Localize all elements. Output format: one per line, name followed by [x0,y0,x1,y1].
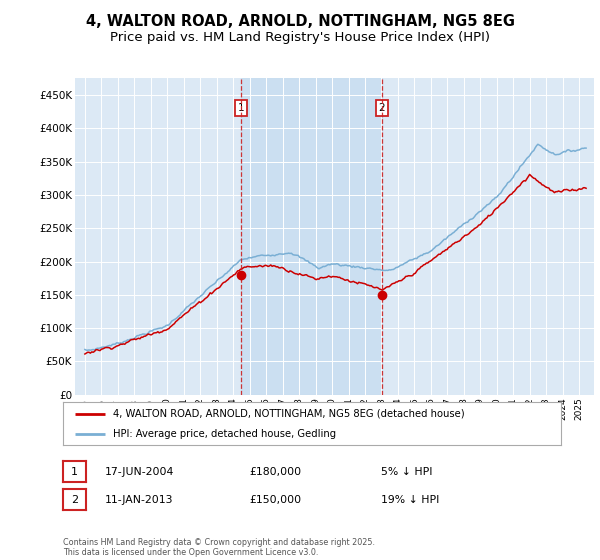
Text: 19% ↓ HPI: 19% ↓ HPI [381,494,439,505]
Text: 1: 1 [238,104,244,113]
Text: 2: 2 [71,494,78,505]
Text: £150,000: £150,000 [249,494,301,505]
Text: Price paid vs. HM Land Registry's House Price Index (HPI): Price paid vs. HM Land Registry's House … [110,31,490,44]
Text: Contains HM Land Registry data © Crown copyright and database right 2025.
This d: Contains HM Land Registry data © Crown c… [63,538,375,557]
Text: 4, WALTON ROAD, ARNOLD, NOTTINGHAM, NG5 8EG: 4, WALTON ROAD, ARNOLD, NOTTINGHAM, NG5 … [86,14,515,29]
Text: 5% ↓ HPI: 5% ↓ HPI [381,466,433,477]
Text: 11-JAN-2013: 11-JAN-2013 [105,494,173,505]
Text: 1: 1 [71,466,78,477]
Text: £180,000: £180,000 [249,466,301,477]
Bar [241,78,382,395]
Text: 4, WALTON ROAD, ARNOLD, NOTTINGHAM, NG5 8EG (detached house): 4, WALTON ROAD, ARNOLD, NOTTINGHAM, NG5 … [113,409,464,419]
Text: 2: 2 [379,104,385,113]
Text: HPI: Average price, detached house, Gedling: HPI: Average price, detached house, Gedl… [113,428,336,438]
Text: 17-JUN-2004: 17-JUN-2004 [105,466,175,477]
